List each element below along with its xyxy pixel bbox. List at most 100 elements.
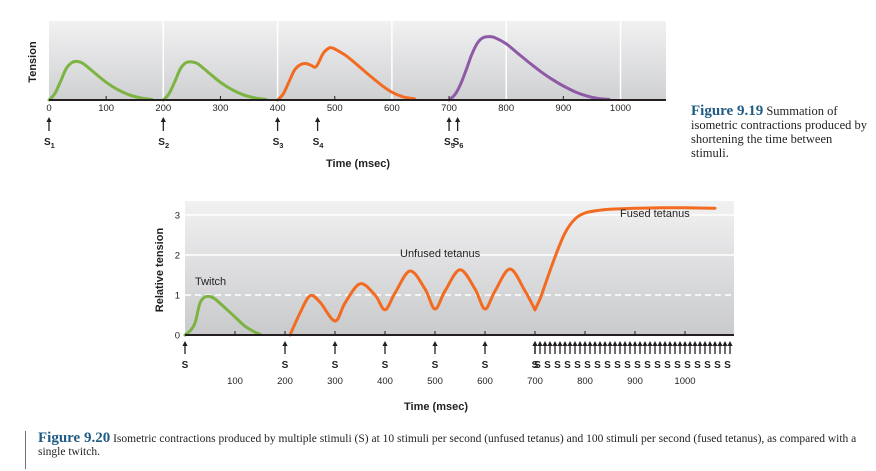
fused-stimulus-arrow-820-head <box>592 341 598 346</box>
fused-stimulus-label-820: S <box>594 360 601 371</box>
x-tick-label-200: 200 <box>277 376 293 387</box>
fused-stimulus-arrow-920-head <box>642 341 648 346</box>
fused-stimulus-arrow-1090-head <box>727 341 733 346</box>
x-tick-label-800: 800 <box>498 103 514 114</box>
fused-stimulus-arrow-780-head <box>572 341 578 346</box>
fused-stimulus-label-760: S <box>564 360 571 371</box>
fused-stimulus-label-1080: S <box>724 360 731 371</box>
x-tick-label-500: 500 <box>427 376 443 387</box>
stimulus-subscript: 2 <box>165 141 169 150</box>
annotation-unfused-tetanus: Unfused tetanus <box>400 248 481 260</box>
fused-stimulus-arrow-900-head <box>632 341 638 346</box>
fused-stimulus-arrow-1040-head <box>702 341 708 346</box>
fused-stimulus-arrow-890-head <box>627 341 633 346</box>
fused-stimulus-label-700: S <box>534 360 541 371</box>
caption-rule <box>25 431 26 469</box>
stimulus-arrow-300-head <box>332 341 338 346</box>
fused-stimulus-arrow-740-head <box>552 341 558 346</box>
fused-stimulus-label-740: S <box>554 360 561 371</box>
annotation-twitch: Twitch <box>195 276 226 288</box>
x-tick-label-300: 300 <box>327 376 343 387</box>
stimulus-label-600: S <box>482 360 489 371</box>
fused-stimulus-arrow-880-head <box>622 341 628 346</box>
fused-stimulus-label-880: S <box>624 360 631 371</box>
stimulus-label-300: S <box>332 360 339 371</box>
plot-background <box>185 201 734 335</box>
figure-9-20-caption-title: Figure 9.20 <box>38 430 111 446</box>
x-tick-label-200: 200 <box>155 103 171 114</box>
stimulus-arrow-400-head <box>382 341 388 346</box>
y-tick-label-3: 3 <box>175 211 180 222</box>
figure-9-19-caption-title: Figure 9.19 <box>691 103 764 119</box>
annotation-fused-tetanus: Fused tetanus <box>620 208 690 220</box>
fused-stimulus-arrow-980-head <box>672 341 678 346</box>
x-tick-label-1000: 1000 <box>610 103 631 114</box>
fused-stimulus-label-900: S <box>634 360 641 371</box>
x-tick-label-100: 100 <box>227 376 243 387</box>
fused-stimulus-arrow-840-head <box>602 341 608 346</box>
stimulus-label-500: S <box>432 360 439 371</box>
figure-9-19-chart: 0 100 200 300 400 500 600 700 800 900 1000 S1 S2 S3 S4… <box>27 21 666 170</box>
stimulus-label-4: S4 <box>313 137 325 150</box>
series-unfused-tetanus-line <box>288 267 537 337</box>
fused-stimulus-arrow-970-head <box>667 341 673 346</box>
series-3-line <box>276 46 417 102</box>
x-tick-label-300: 300 <box>213 103 229 114</box>
stimulus-label-2: S2 <box>158 137 169 150</box>
fused-stimulus-arrow-1060-head <box>712 341 718 346</box>
series-fused-tetanus-line <box>533 206 717 312</box>
x-axis-title: Time (msec) <box>404 401 468 413</box>
fused-stimulus-label-980: S <box>674 360 681 371</box>
fused-stimulus-arrow-870-head <box>617 341 623 346</box>
fused-stimulus-arrow-830-head <box>597 341 603 346</box>
fused-stimulus-arrow-1010-head <box>687 341 693 346</box>
stimulus-arrow-500-head <box>432 341 438 346</box>
figure-9-20-chart: 0 1 2 3 Twitch Unfused tetanus Fused tetanus 10… <box>154 201 734 413</box>
fused-stimulus-arrow-950-head <box>657 341 663 346</box>
x-tick-label-100: 100 <box>98 103 114 114</box>
y-tick-label-2: 2 <box>175 251 180 262</box>
fused-stimulus-label-960: S <box>664 360 671 371</box>
stimulus-label-0: S <box>182 360 189 371</box>
fused-stimulus-label-1020: S <box>694 360 701 371</box>
fused-stimulus-arrow-770-head <box>567 341 573 346</box>
fused-stimulus-arrow-1020-head <box>692 341 698 346</box>
fused-stimulus-arrow-1070-head <box>717 341 723 346</box>
figure-9-20-caption: Figure 9.20 Isometric contractions produ… <box>38 430 858 459</box>
stimulus-label-5: S5 <box>444 137 455 150</box>
stimulus-label-3: S3 <box>273 137 284 150</box>
y-axis-title: Relative tension <box>154 228 166 313</box>
fused-stimulus-arrow-960-head <box>662 341 668 346</box>
fused-stimulus-label-1060: S <box>714 360 721 371</box>
fused-stimulus-label-800: S <box>584 360 591 371</box>
fused-stimulus-arrow-1030-head <box>697 341 703 346</box>
x-tick-label-0: 0 <box>46 103 51 114</box>
series-twitch-line <box>183 294 262 337</box>
fused-stimulus-arrow-850-head <box>607 341 613 346</box>
stimulus-arrow-2-head <box>160 117 166 122</box>
x-tick-label-700: 700 <box>527 376 543 387</box>
stimulus-label-700: S <box>532 360 539 371</box>
fused-stimulus-arrow-990-head <box>677 341 683 346</box>
stimulus-arrow-1-head <box>46 117 52 122</box>
x-tick-label-1000: 1000 <box>674 376 695 387</box>
stimulus-arrow-3-head <box>275 117 281 122</box>
plot-background <box>49 21 666 100</box>
series-2-line <box>161 60 268 102</box>
fused-stimulus-arrow-910-head <box>637 341 643 346</box>
x-tick-label-400: 400 <box>270 103 286 114</box>
fused-stimulus-arrow-810-head <box>587 341 593 346</box>
fused-stimulus-label-920: S <box>644 360 651 371</box>
stimulus-label-1: S1 <box>44 137 55 150</box>
x-tick-label-600: 600 <box>477 376 493 387</box>
stimulus-arrow-600-head <box>482 341 488 346</box>
stimulus-label-6: S6 <box>453 137 464 150</box>
fused-stimulus-arrow-930-head <box>647 341 653 346</box>
fused-stimulus-arrow-720-head <box>542 341 548 346</box>
x-tick-label-400: 400 <box>377 376 393 387</box>
x-tick-label-700: 700 <box>441 103 457 114</box>
stimulus-label-400: S <box>382 360 389 371</box>
fused-stimulus-arrow-790-head <box>577 341 583 346</box>
fused-stimulus-arrow-760-head <box>562 341 568 346</box>
